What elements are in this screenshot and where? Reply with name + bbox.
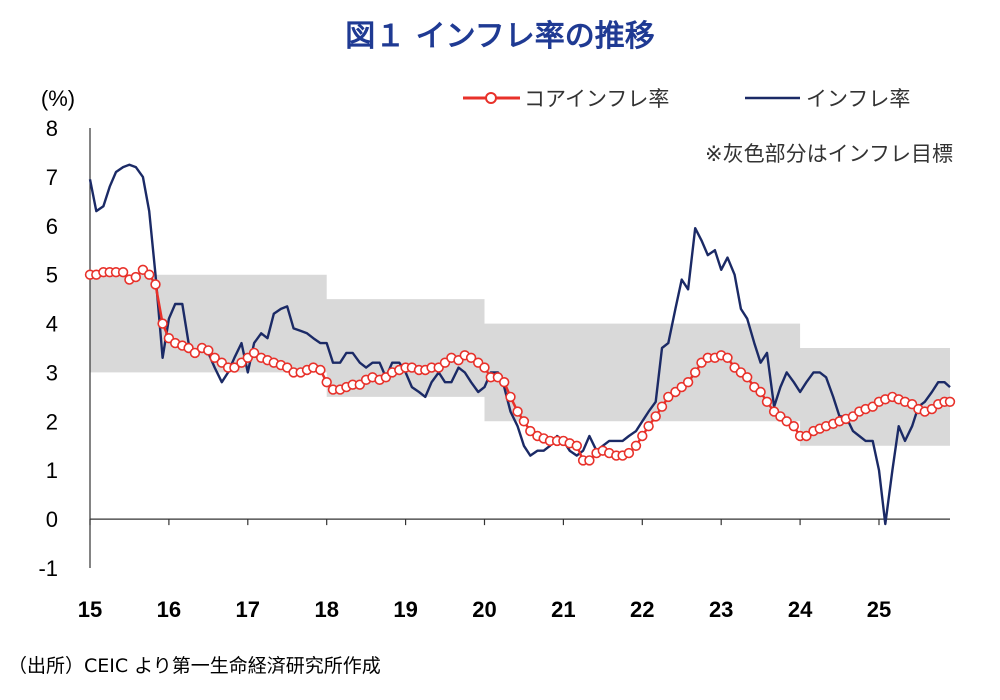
y-tick-label: 1 [46, 458, 58, 483]
x-tick-label: 18 [314, 597, 338, 622]
axis-layer [89, 128, 950, 568]
y-tick-label: 7 [46, 165, 58, 190]
y-tick-label: 4 [46, 312, 58, 337]
core-inflation-point [525, 425, 536, 437]
core-inflation-point [761, 396, 773, 407]
core-inflation-point [682, 377, 694, 388]
core-inflation-point [781, 416, 792, 427]
y-tick-label: 6 [46, 214, 58, 239]
core-inflation-point [499, 377, 510, 388]
y-tick-label: 3 [46, 360, 58, 385]
core-inflation-point [117, 267, 129, 278]
x-tick-labels: 15 16 17 18 19 20 21 22 23 24 25 [78, 597, 891, 622]
y-tick-label: 5 [46, 263, 58, 288]
chart-title: 図１ インフレ率の推移 [345, 19, 655, 54]
y-tick-label: 0 [46, 507, 58, 532]
x-tick-label: 22 [630, 597, 654, 622]
core-inflation-point [722, 352, 733, 363]
core-inflation-point [479, 362, 490, 373]
core-inflation-point [157, 318, 168, 329]
core-inflation-point [630, 440, 642, 451]
x-tick-label: 19 [393, 597, 417, 622]
legend: コアインフレ率 インフレ率 [463, 87, 910, 111]
target-band-note: ※灰色部分はインフレ目標 [705, 142, 953, 166]
core-inflation-point [944, 396, 956, 407]
y-tick-label: 8 [46, 116, 58, 141]
x-tick-label: 16 [157, 597, 181, 622]
core-inflation-series [84, 264, 956, 466]
core-inflation-point [189, 347, 201, 359]
x-tick-label: 25 [867, 597, 891, 622]
core-inflation-point [741, 372, 753, 383]
core-inflation-point [788, 421, 799, 432]
core-inflation-point [663, 391, 674, 403]
core-inflation-point [650, 411, 661, 422]
inflation-target-band [90, 274, 950, 446]
x-tick-label: 24 [788, 597, 813, 622]
core-inflation-point [150, 279, 161, 290]
target-band-layer [90, 274, 950, 446]
core-inflation-point [518, 416, 530, 427]
core-inflation-point [144, 269, 155, 280]
core-inflation-point [465, 352, 477, 363]
headline-inflation-line [88, 163, 951, 526]
x-tick-label: 23 [709, 597, 733, 622]
core-inflation-point [656, 401, 668, 412]
core-inflation-point [584, 455, 595, 466]
core-inflation-point [623, 447, 635, 459]
y-tick-label: 2 [46, 409, 58, 434]
x-tick-label: 20 [472, 597, 496, 622]
x-tick-label: 21 [551, 597, 575, 622]
core-inflation-point [801, 430, 812, 442]
y-tick-label: -1 [38, 556, 58, 581]
core-inflation-point [315, 364, 326, 376]
core-inflation-point [248, 347, 260, 359]
legend-core-label: コアインフレ率 [524, 87, 669, 111]
core-inflation-point [643, 421, 654, 432]
y-tick-labels: 8 7 6 5 4 3 2 1 0 -1 [38, 116, 58, 581]
core-inflation-point [505, 391, 516, 403]
source-note: （出所）CEIC より第一生命経済研究所作成 [8, 655, 381, 677]
core-inflation-point [130, 271, 142, 283]
core-inflation-point [571, 440, 582, 451]
x-tick-label: 15 [78, 597, 102, 622]
core-inflation-point [209, 352, 220, 363]
core-inflation-point [689, 367, 701, 378]
core-inflation-point [637, 430, 648, 442]
core-inflation-point [321, 377, 332, 388]
legend-core-swatch-marker [485, 92, 497, 104]
series-layer [84, 163, 956, 526]
x-tick-label: 17 [236, 597, 260, 622]
core-inflation-point [512, 406, 523, 417]
core-inflation-point [755, 386, 766, 398]
y-axis-unit-label: (%) [41, 86, 75, 111]
core-inflation-point [203, 345, 214, 356]
headline-inflation-series [88, 163, 951, 526]
legend-headline-label: インフレ率 [806, 87, 910, 111]
core-inflation-point [229, 362, 240, 373]
